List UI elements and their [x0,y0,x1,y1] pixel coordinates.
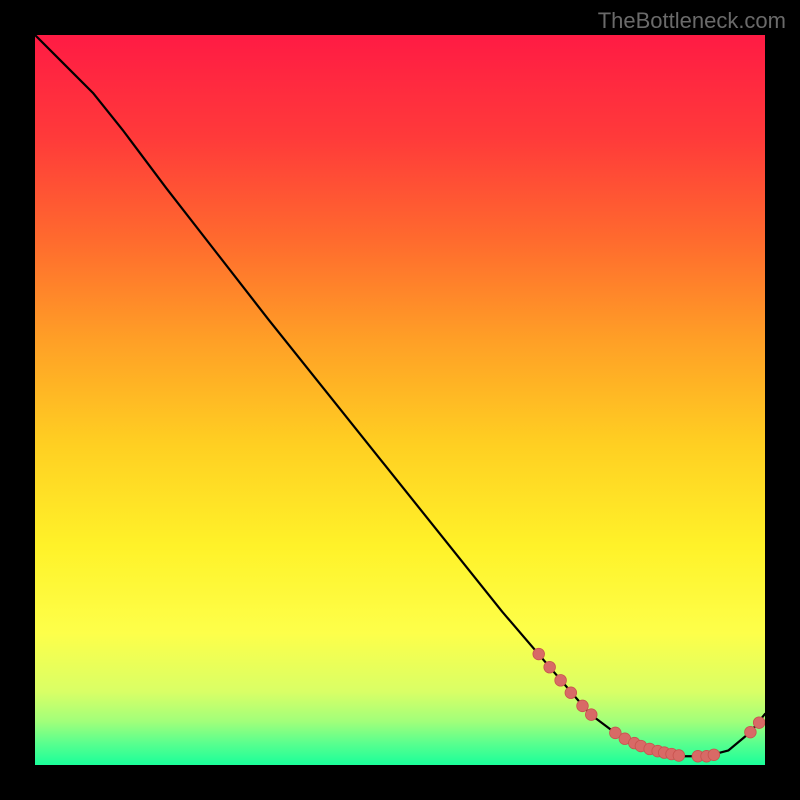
marker-point [555,675,567,687]
plot-area [35,35,765,765]
marker-point [745,726,757,738]
marker-group [533,648,765,762]
marker-point [577,700,589,712]
marker-point [544,661,556,673]
marker-point [673,750,685,762]
marker-point [753,717,765,729]
marker-point [533,648,545,660]
bottleneck-curve [35,35,765,756]
marker-point [708,749,720,761]
curve-layer [35,35,765,765]
marker-point [565,687,577,699]
marker-point [585,709,597,721]
watermark: TheBottleneck.com [598,8,786,34]
